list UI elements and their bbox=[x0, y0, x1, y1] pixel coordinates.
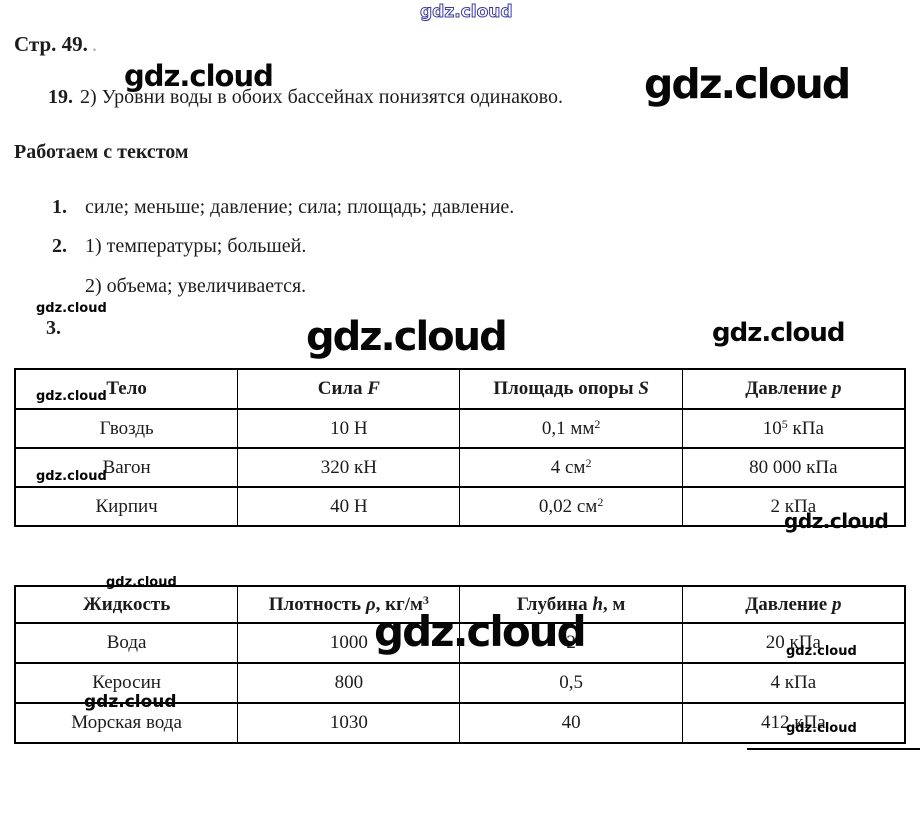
table-cell: 105 кПа bbox=[681, 408, 906, 449]
section-title: Работаем с текстом bbox=[14, 141, 189, 163]
watermark: gdz.cloud bbox=[784, 509, 889, 533]
answer-number: 2. bbox=[52, 235, 67, 257]
table-row: Морская вода 1030 40 412 кПа bbox=[14, 702, 906, 744]
table-cell: 10 Н bbox=[237, 408, 461, 449]
table-cell: Кирпич bbox=[14, 486, 239, 527]
watermark: gdz.cloud bbox=[374, 607, 587, 656]
watermark: gdz.cloud bbox=[36, 301, 107, 316]
table-cell: Вода bbox=[14, 622, 239, 664]
answer-3: 3. bbox=[46, 317, 79, 340]
answer-text: 2) Уровни воды в обоих бассейнах понизят… bbox=[80, 86, 563, 108]
answer-1: 1. силе; меньше; давление; сила; площадь;… bbox=[52, 196, 514, 219]
table-cell: 4 см2 bbox=[459, 447, 683, 488]
watermark: gdz.cloud bbox=[644, 60, 851, 108]
table-cell: 2 кПа bbox=[681, 486, 906, 527]
answer-text: 1) температуры; большей. bbox=[85, 235, 307, 257]
pressure-solids-table: Тело Сила F Площадь опоры S Давление p Г… bbox=[14, 368, 906, 527]
watermark: gdz.cloud bbox=[712, 318, 846, 348]
answer-number: 1. bbox=[52, 196, 67, 218]
table-row: Кирпич 40 Н 0,02 см2 2 кПа bbox=[14, 486, 906, 527]
column-header-density: Плотность ρ, кг/м3 bbox=[237, 585, 461, 624]
watermark: gdz.cloud bbox=[786, 721, 857, 736]
answer-number: 3. bbox=[46, 317, 61, 339]
answer-2: 2. 1) температуры; большей. bbox=[52, 235, 306, 258]
pressure-liquids-table: Жидкость Плотность ρ, кг/м3 Глубина h, м… bbox=[14, 585, 906, 744]
watermark: gdz.cloud bbox=[36, 469, 107, 484]
scan-artifact-dot: . bbox=[91, 32, 98, 56]
column-header-depth: Глубина h, м bbox=[459, 585, 683, 624]
watermark: gdz.cloud bbox=[124, 59, 274, 93]
table-cell: Морская вода bbox=[14, 702, 239, 744]
table-cell: 800 bbox=[237, 662, 461, 704]
table-cell: 40 Н bbox=[237, 486, 461, 527]
page-heading: Стр. 49.. bbox=[14, 32, 97, 57]
table-cell: 40 bbox=[459, 702, 683, 744]
table-cell: 80 000 кПа bbox=[681, 447, 906, 488]
answer-text: 2) объема; увеличивается. bbox=[85, 275, 307, 297]
column-header-force: Сила F bbox=[237, 368, 461, 410]
table-cell: 2 bbox=[459, 622, 683, 664]
column-header-pressure: Давление p bbox=[681, 368, 906, 410]
watermark: gdz.cloud bbox=[36, 389, 107, 404]
answer-19: 19. 2) Уровни воды в обоих бассейнах пони… bbox=[48, 86, 563, 109]
column-header-area: Площадь опоры S bbox=[459, 368, 683, 410]
table-cell: 1000 bbox=[237, 622, 461, 664]
column-header-pressure: Давление p bbox=[681, 585, 906, 624]
table-cell: 20 кПа bbox=[681, 622, 906, 664]
answer-number: 19. bbox=[48, 86, 73, 108]
column-header-body: Тело bbox=[14, 368, 239, 410]
page-number-label: Стр. 49. bbox=[14, 32, 88, 56]
watermark: gdz.cloud bbox=[786, 644, 857, 659]
table-cell: Вагон bbox=[14, 447, 239, 488]
watermark: gdz.cloud bbox=[84, 692, 177, 712]
table-cell: 320 кН bbox=[237, 447, 461, 488]
watermark-outline: gdz.cloud bbox=[420, 2, 514, 22]
table-cell: 412 кПа bbox=[681, 702, 906, 743]
table-cell: 4 кПа bbox=[681, 662, 906, 704]
answer-text: силе; меньше; давление; сила; площадь; д… bbox=[85, 196, 515, 218]
table-cell: 1030 bbox=[237, 702, 461, 744]
table-cell: 0,5 bbox=[459, 662, 683, 704]
table-cell: 0,02 см2 bbox=[459, 486, 683, 527]
table-row: Вода 1000 2 20 кПа bbox=[14, 622, 906, 664]
table-header-row: Тело Сила F Площадь опоры S Давление p bbox=[14, 368, 906, 410]
table-border-artifact bbox=[747, 748, 920, 750]
column-header-liquid: Жидкость bbox=[14, 585, 239, 624]
table-header-row: Жидкость Плотность ρ, кг/м3 Глубина h, м… bbox=[14, 585, 906, 624]
table-cell: Гвоздь bbox=[14, 408, 239, 449]
table-cell: 0,1 мм2 bbox=[459, 408, 683, 449]
table-row: Гвоздь 10 Н 0,1 мм2 105 кПа bbox=[14, 408, 906, 449]
table-row: Вагон 320 кН 4 см2 80 000 кПа bbox=[14, 447, 906, 488]
watermark: gdz.cloud bbox=[306, 314, 508, 360]
answer-2-part2: 2) объема; увеличивается. bbox=[85, 275, 306, 298]
watermark: gdz.cloud bbox=[106, 575, 177, 590]
table-row: Керосин 800 0,5 4 кПа bbox=[14, 662, 906, 704]
